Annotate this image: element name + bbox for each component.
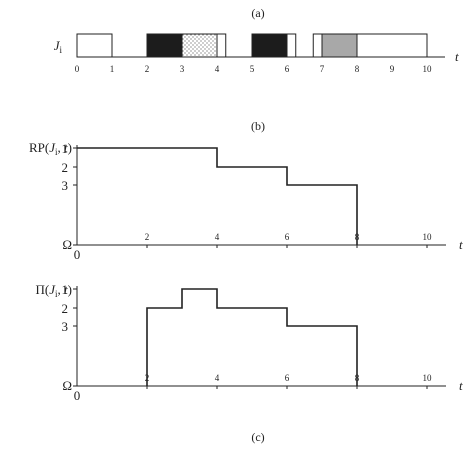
rp-y-label: RP(Ji, t) xyxy=(29,140,72,157)
timeline-tick-2: 2 xyxy=(145,64,150,74)
pi-t-label: t xyxy=(459,378,463,393)
interval-white-5 xyxy=(286,33,297,58)
timeline-tick-0: 0 xyxy=(75,64,80,74)
rp-y-tick-1: 1 xyxy=(62,141,69,156)
timeline-tick-9: 9 xyxy=(390,64,395,74)
timeline-tick-7: 7 xyxy=(320,64,325,74)
timeline-tick-8: 8 xyxy=(355,64,360,74)
interval-bars xyxy=(76,33,428,58)
row-label: Ji xyxy=(54,38,63,55)
rp-y-tick-3: 3 xyxy=(62,178,69,193)
caption-c: (c) xyxy=(251,430,264,444)
timeline-t-label: t xyxy=(455,49,459,64)
timeline-tick-4: 4 xyxy=(215,64,220,74)
interval-white-6 xyxy=(312,33,323,58)
timeline-tick-6: 6 xyxy=(285,64,290,74)
row-label-var: J xyxy=(54,38,61,53)
caption-b: (b) xyxy=(251,119,265,133)
interval-gray-7 xyxy=(321,33,358,58)
rp-t-label: t xyxy=(459,237,463,252)
interval-black-1 xyxy=(146,33,183,58)
timeline-tick-5: 5 xyxy=(250,64,255,74)
interval-black-4 xyxy=(251,33,288,58)
pi-y-label: Π(Ji, t) xyxy=(36,282,72,299)
rp-x-tick-4: 4 xyxy=(215,232,220,242)
rp-omega-label: Ω xyxy=(62,237,72,252)
pi-y-tick-1: 1 xyxy=(62,282,69,297)
rp-y-tick-2: 2 xyxy=(62,160,69,175)
rp-x-tick-10: 10 xyxy=(423,232,433,242)
pi-x-tick-6: 6 xyxy=(285,373,290,383)
rp-x-tick-2: 2 xyxy=(145,232,150,242)
interval-dotted-2 xyxy=(181,33,218,58)
row-label-sub: i xyxy=(59,45,62,55)
panel-a: Ji 0 1 2 3 4 5 6 7 8 9 10 t xyxy=(54,33,459,74)
interval-white-8 xyxy=(356,33,428,58)
rp-origin-label: 0 xyxy=(74,247,81,262)
caption-a: (a) xyxy=(251,6,264,20)
rp-step-line xyxy=(77,147,358,245)
interval-white-3 xyxy=(216,33,227,58)
timeline-tick-3: 3 xyxy=(180,64,185,74)
interval-white-0 xyxy=(76,33,113,58)
pi-y-tick-3: 3 xyxy=(62,319,69,334)
timeline-ticks: 0 1 2 3 4 5 6 7 8 9 10 xyxy=(75,64,432,74)
rp-x-tick-6: 6 xyxy=(285,232,290,242)
pi-origin-label: 0 xyxy=(74,388,81,403)
pi-x-tick-10: 10 xyxy=(423,373,433,383)
pi-y-tick-2: 2 xyxy=(62,301,69,316)
pi-step-line xyxy=(146,288,358,386)
pi-omega-label: Ω xyxy=(62,378,72,393)
timeline-tick-10: 10 xyxy=(423,64,433,74)
pi-x-tick-4: 4 xyxy=(215,373,220,383)
timeline-tick-1: 1 xyxy=(110,64,115,74)
